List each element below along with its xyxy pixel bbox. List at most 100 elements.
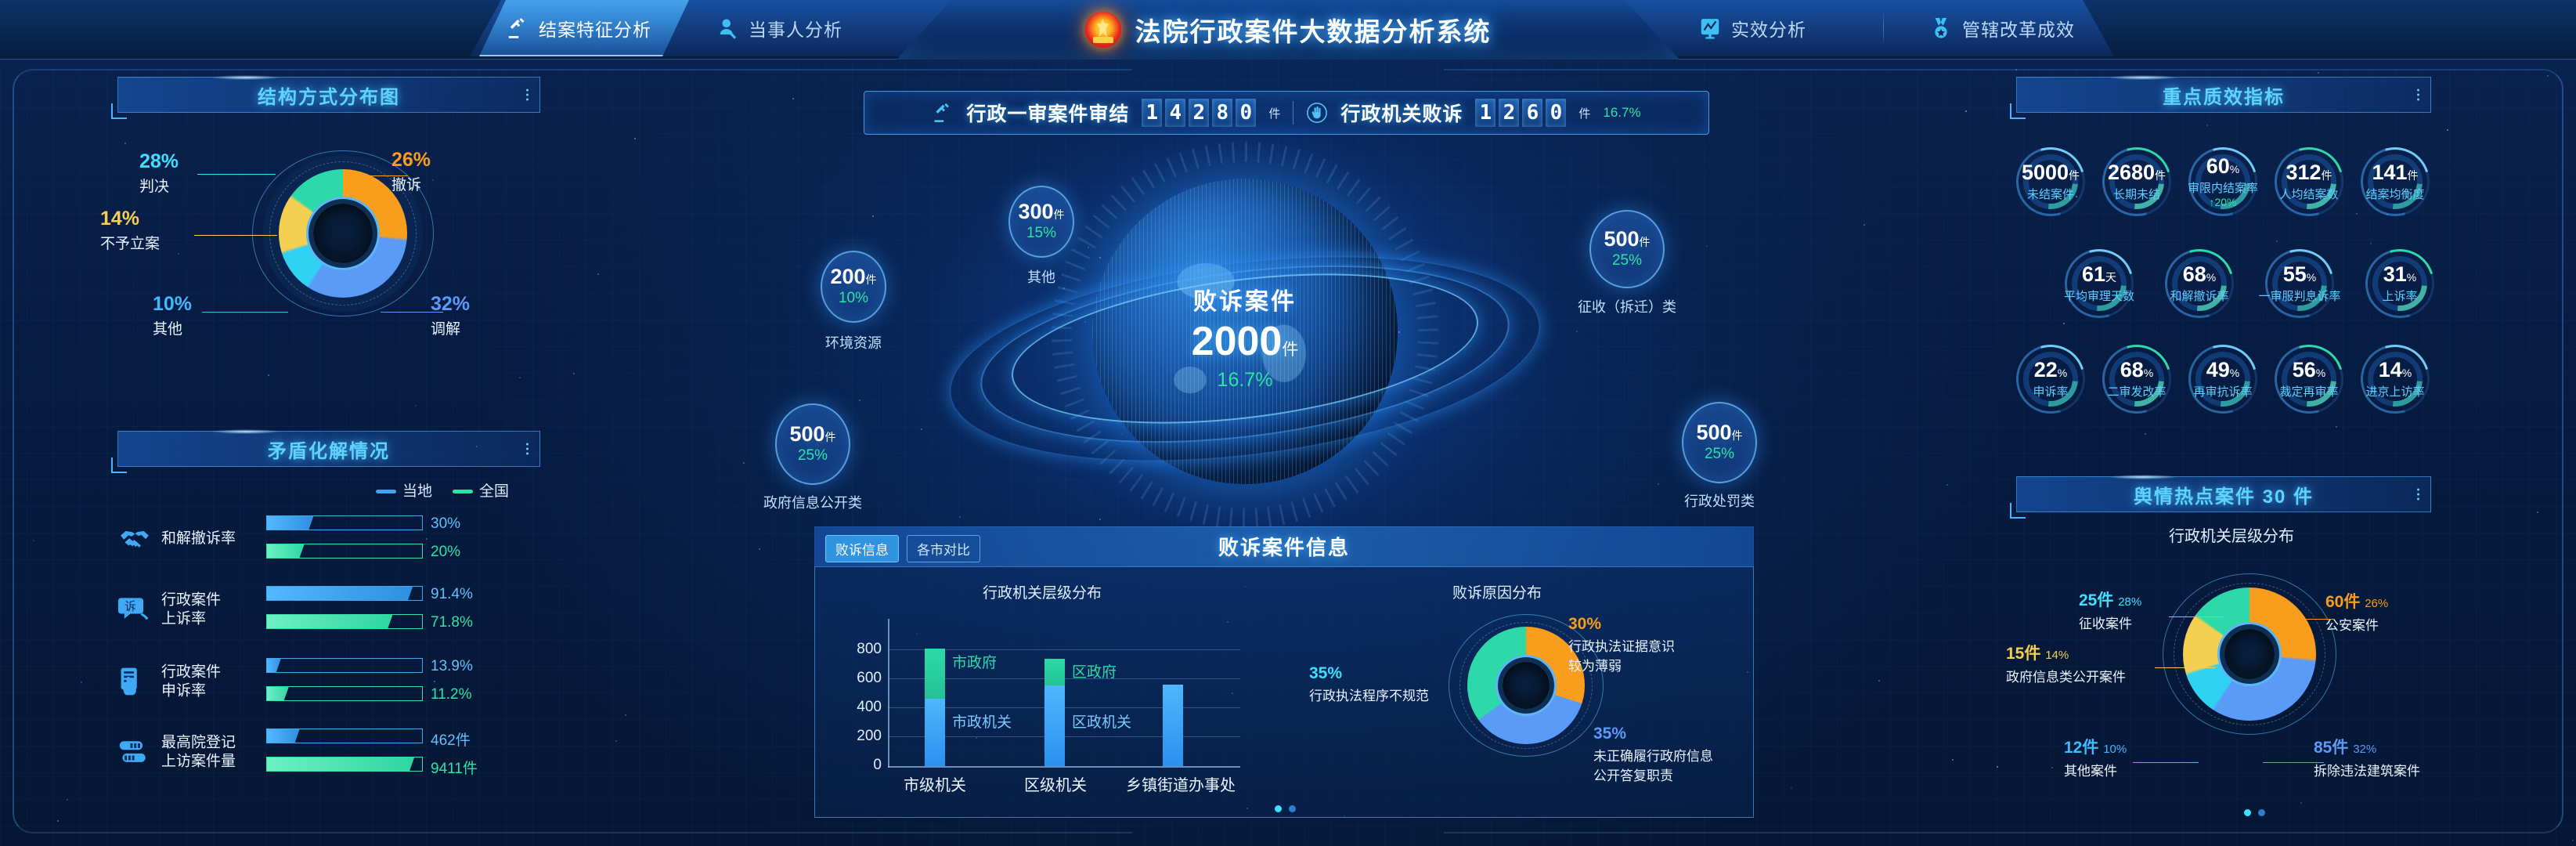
lose-reason-donut-chart — [1467, 627, 1585, 744]
bubble-expropriation[interactable]: 500件 25% — [1589, 210, 1665, 288]
bar-township-level[interactable] — [1163, 685, 1183, 766]
conflict-panel-header: 矛盾化解情况 — [117, 431, 540, 467]
x-label-district: 区级机关 — [1008, 772, 1102, 795]
bar-seg-agency — [925, 699, 945, 766]
kpi-unit: 件 — [2322, 169, 2332, 182]
header-glow — [2108, 475, 2178, 479]
leader-line — [381, 312, 443, 313]
bar-track-national — [266, 544, 423, 559]
pager-dot-2 — [1289, 805, 1296, 812]
tab-lose-info[interactable]: 败诉信息 — [825, 535, 899, 562]
leader-line — [356, 175, 408, 176]
more-vertical-icon[interactable] — [526, 89, 529, 101]
kpi-card[interactable]: 68% 和解撤诉率 — [2165, 249, 2234, 318]
counter-digit: 0 — [1236, 99, 1256, 127]
donut-center-hole — [1503, 662, 1550, 709]
kpi-name: 平均审理天数 — [2064, 287, 2134, 304]
hot-label-gov-info: 15件 14% 政府信息类公开案件 — [2006, 641, 2126, 685]
kpi-card[interactable]: 68% 二审发改率 — [2102, 345, 2171, 414]
kpi-card[interactable]: 141件 结案均衡度 — [2361, 147, 2430, 216]
gavel-icon — [932, 102, 954, 124]
counter-digit: 1 — [1475, 99, 1495, 127]
tab-label: 管辖改革成效 — [1962, 15, 2075, 42]
person-search-icon — [716, 16, 739, 40]
header-glow — [2108, 75, 2178, 80]
bar-seg-government — [1044, 659, 1065, 685]
hot-panel-pager[interactable] — [2244, 809, 2265, 816]
legend-item-national: 全国 — [453, 479, 509, 501]
kpi-card[interactable]: 55% 一审服判息诉率 — [2265, 249, 2334, 318]
structure-label-1: 26% 撤诉 — [391, 149, 431, 194]
tab-case-feature-analysis[interactable]: 结案特征分析 — [479, 0, 689, 56]
kpi-unit: % — [2402, 367, 2412, 379]
kpi-card[interactable]: 312件 人均结案数 — [2275, 147, 2343, 216]
bar-value-national: 71.8% — [431, 614, 473, 631]
kpi-panel-header: 重点质效指标 — [2016, 77, 2431, 113]
kpi-value: 31% — [2383, 264, 2417, 285]
bubble-other[interactable]: 300件 15% — [1008, 186, 1074, 258]
bar-value-local: 13.9% — [431, 658, 473, 675]
kpi-card[interactable]: 5000件 未结案件 — [2016, 147, 2085, 216]
structure-panel-title: 结构方式分布图 — [258, 81, 400, 109]
tab-party-analysis[interactable]: 当事人分析 — [689, 0, 885, 56]
kpi-card[interactable]: 14% 进京上访率 — [2361, 345, 2430, 414]
x-axis — [888, 766, 1240, 768]
kpi-value: 49% — [2206, 360, 2240, 381]
kpi-card[interactable]: 60% 审限内结案率 ↑20% — [2188, 147, 2257, 216]
kpi-card[interactable]: 22% 申诉率 — [2016, 345, 2085, 414]
bar-value-national: 9411件 — [431, 757, 478, 778]
globe-visualization: 败诉案件 2000件 16.7% — [1092, 179, 1398, 484]
kpi-card[interactable]: 56% 裁定再审率 — [2275, 345, 2343, 414]
leader-line — [2263, 762, 2324, 763]
conflict-legend: 当地 全国 — [376, 479, 509, 501]
kpi-card[interactable]: 31% 上诉率 — [2365, 249, 2434, 318]
bar-track-local — [266, 586, 423, 601]
counter-unit: 件 — [1268, 105, 1280, 121]
kpi-value: 61天 — [2082, 264, 2116, 285]
hot-donut-chart — [2183, 588, 2316, 721]
reason-label-disclosure: 35% 未正确履行政府信息 公开答复职责 — [1593, 725, 1713, 784]
hot-panel-subtitle: 行政机关层级分布 — [2169, 523, 2294, 546]
more-vertical-icon[interactable] — [2417, 489, 2419, 501]
svg-text:诉: 诉 — [124, 600, 136, 613]
bar-district-level[interactable] — [1044, 659, 1065, 766]
kpi-name: 长期未结 — [2113, 186, 2160, 202]
tab-effectiveness-analysis[interactable]: 实效分析 — [1672, 0, 1860, 56]
leader-line — [197, 174, 276, 175]
hot-panel-header: 舆情热点案件 30 件 — [2016, 476, 2431, 512]
summary-counter-bar: 行政一审案件审结 14280 件 行政机关败诉 1260 件 16.7% — [864, 91, 1709, 135]
more-vertical-icon[interactable] — [2417, 89, 2419, 101]
counter-unit: 件 — [1578, 105, 1590, 121]
kpi-value: 56% — [2293, 360, 2326, 381]
bar-annotation-district-agency: 区政机关 — [1072, 710, 1131, 732]
kpi-value: 2680件 — [2108, 162, 2166, 183]
globe-percent: 16.7% — [1092, 369, 1398, 392]
kpi-card[interactable]: 61天平均审理天数 — [2065, 249, 2134, 318]
page-title: 法院行政案件大数据分析系统 — [1135, 11, 1492, 49]
bar-city-level[interactable] — [925, 649, 945, 766]
bubble-label-other: 其他 — [1008, 266, 1074, 287]
kpi-name: 一审服判息诉率 — [2259, 287, 2341, 304]
bar-fill-national — [267, 615, 392, 628]
bubble-environment[interactable]: 200件 10% — [821, 251, 886, 323]
kpi-card[interactable]: 49% 再审抗诉率 — [2188, 345, 2257, 414]
bar-track-national — [266, 686, 423, 701]
pager-dot-1 — [2244, 809, 2251, 816]
register-book-icon — [117, 735, 152, 769]
kpi-unit: % — [2407, 271, 2416, 284]
bubble-gov-info[interactable]: 500件 25% — [775, 403, 850, 485]
kpi-unit: % — [2206, 271, 2216, 284]
tab-jurisdiction-reform[interactable]: 管辖改革成效 — [1903, 0, 2130, 56]
bubble-penalty[interactable]: 500件 25% — [1682, 402, 1757, 483]
structure-label-2: 14% 不予立案 — [100, 208, 160, 253]
more-vertical-icon[interactable] — [526, 443, 529, 455]
hot-label-other: 12件 10% 其他案件 — [2064, 735, 2127, 779]
kpi-unit: % — [2144, 367, 2153, 379]
kpi-card[interactable]: 2680件长期未结 — [2102, 147, 2171, 216]
lose-panel-pager[interactable] — [1275, 805, 1296, 812]
tab-city-compare[interactable]: 各市对比 — [907, 535, 980, 562]
x-label-city: 市级机关 — [888, 772, 982, 795]
bar-fill-local — [267, 516, 313, 530]
y-axis — [888, 619, 889, 768]
bar-value-national: 11.2% — [431, 686, 471, 703]
